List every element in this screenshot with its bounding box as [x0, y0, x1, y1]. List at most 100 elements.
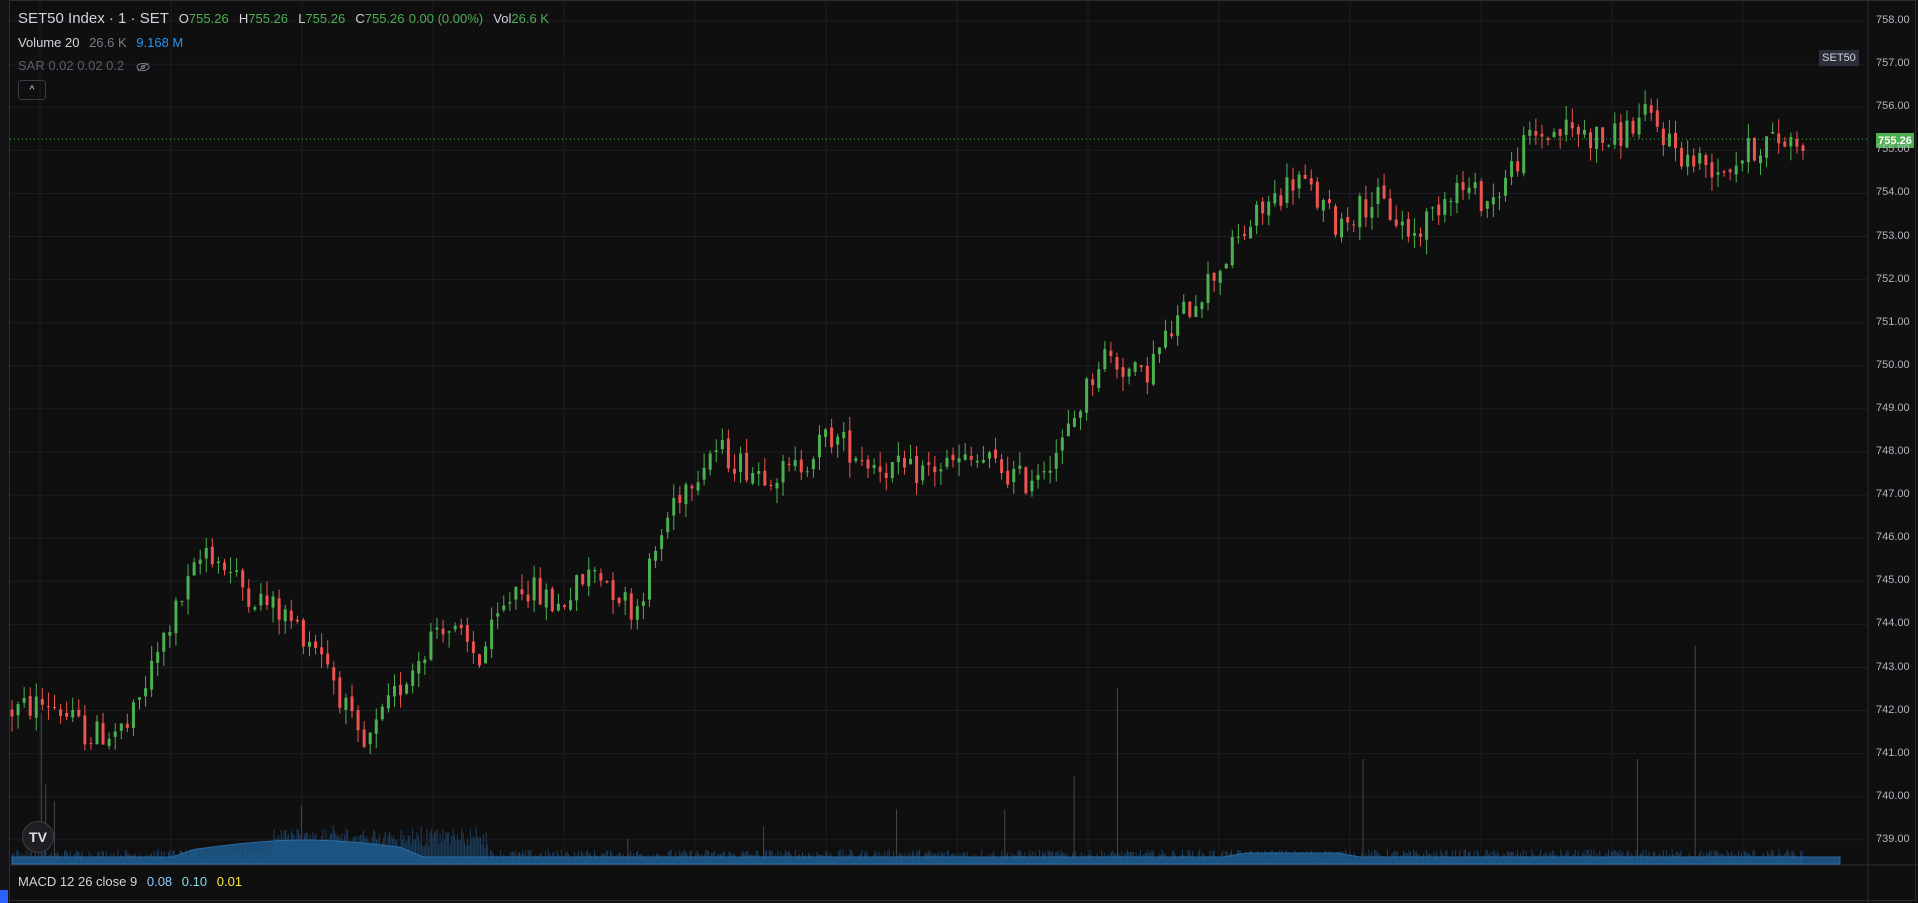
candle-body	[526, 594, 530, 602]
candle-body	[957, 458, 961, 463]
candle-body	[1176, 315, 1180, 336]
y-tick-label: 740.00	[1876, 789, 1910, 802]
candle-body	[951, 454, 955, 461]
tradingview-logo-icon[interactable]: TV	[22, 821, 54, 853]
volume-bar	[423, 845, 425, 864]
macd-value-1: 0.08	[146, 874, 173, 889]
candle-body	[963, 454, 967, 460]
candle-body	[672, 498, 676, 516]
volume-bar	[40, 712, 42, 864]
volume-bar	[427, 846, 429, 864]
candle-body	[1200, 302, 1204, 310]
candle-body	[927, 462, 931, 465]
candle-body	[1734, 165, 1738, 175]
candle-body	[641, 601, 645, 606]
candle-body	[350, 696, 354, 712]
candle-body	[556, 603, 560, 611]
candle-body	[301, 619, 305, 647]
y-tick-label: 756.00	[1876, 100, 1910, 113]
candle-body	[405, 684, 409, 694]
candle-body	[933, 466, 937, 473]
y-tick-label: 758.00	[1876, 14, 1910, 26]
candle-body	[131, 702, 135, 728]
candle-body	[368, 732, 372, 745]
candle-body	[1285, 177, 1289, 204]
macd-legend[interactable]: MACD 12 26 close 9 0.08 0.10 0.01	[18, 874, 242, 889]
candle-body	[83, 715, 87, 745]
candle-body	[775, 483, 779, 489]
candle-body	[1667, 133, 1671, 147]
candle-body	[332, 667, 336, 681]
candle-body	[253, 607, 257, 610]
symbol-legend[interactable]: SET50 Index · 1 · SET O755.26 H755.26 L7…	[18, 10, 549, 27]
candle-body	[162, 632, 166, 652]
candle-body	[1576, 127, 1580, 135]
volume-bar	[409, 835, 411, 864]
candle-body	[1443, 199, 1447, 215]
candle-body	[1655, 110, 1659, 127]
candle-body	[587, 569, 591, 587]
candle-body	[423, 659, 427, 664]
volume-bar	[420, 826, 422, 864]
candle-body	[538, 578, 542, 605]
volume-bar	[1362, 759, 1364, 864]
volume-legend[interactable]: Volume 20 26.6 K 9.168 M	[18, 35, 183, 50]
candle-body	[89, 743, 93, 745]
candle-body	[890, 462, 894, 479]
volume-bar	[445, 832, 447, 864]
candle-body	[52, 707, 56, 709]
y-tick-label: 739.00	[1876, 832, 1910, 845]
volume-bar	[477, 837, 479, 864]
last-price-tag: 755.26	[1876, 133, 1914, 148]
candle-body	[411, 670, 415, 686]
candle-body	[830, 427, 834, 448]
candle-body	[1242, 233, 1246, 236]
candle-body	[1236, 236, 1240, 238]
candle-body	[939, 469, 943, 472]
candle-body	[295, 619, 299, 622]
y-tick-label: 752.00	[1876, 272, 1910, 285]
volume-bar	[414, 838, 416, 864]
candle-body	[836, 436, 840, 445]
candle-body	[374, 719, 378, 734]
candle-body	[484, 646, 488, 664]
candle-body	[647, 558, 651, 600]
candle-body	[1085, 378, 1089, 413]
volume-bar	[627, 838, 629, 864]
volume-bar	[462, 832, 464, 864]
candle-body	[824, 429, 828, 438]
candle-body	[763, 470, 767, 486]
volume-bar	[1116, 687, 1118, 864]
candle-body	[168, 632, 172, 636]
volume-bar	[449, 844, 451, 864]
candle-body	[575, 575, 579, 601]
candle-body	[1686, 154, 1690, 167]
candle-body	[702, 467, 706, 480]
collapse-legend-button[interactable]: ^	[18, 80, 46, 100]
candle-body	[125, 723, 129, 728]
candle-body	[690, 485, 694, 489]
hidden-eye-icon[interactable]	[136, 62, 150, 72]
candle-body	[1000, 459, 1004, 473]
volume-bar	[451, 835, 453, 864]
volume-bar	[400, 829, 402, 864]
volume-bar	[1073, 775, 1075, 864]
close-value: 755.26	[364, 11, 405, 26]
candle-body	[156, 652, 160, 663]
candle-body	[1710, 162, 1714, 178]
volume-bar	[895, 809, 897, 864]
candle-body	[994, 449, 998, 459]
sar-legend[interactable]: SAR 0.02 0.02 0.2	[18, 58, 150, 73]
candle-body	[1528, 129, 1532, 136]
volume-ma-area	[11, 839, 1841, 865]
volume-bar	[407, 835, 409, 864]
candle-body	[769, 484, 773, 486]
candle-body	[1595, 126, 1599, 149]
candle-body	[429, 631, 433, 660]
y-tick-label: 750.00	[1876, 358, 1910, 371]
candle-body	[757, 470, 761, 474]
symbol-title[interactable]: SET50 Index · 1 · SET	[18, 10, 169, 27]
candle-body	[144, 688, 148, 697]
volume-bar	[482, 834, 484, 864]
